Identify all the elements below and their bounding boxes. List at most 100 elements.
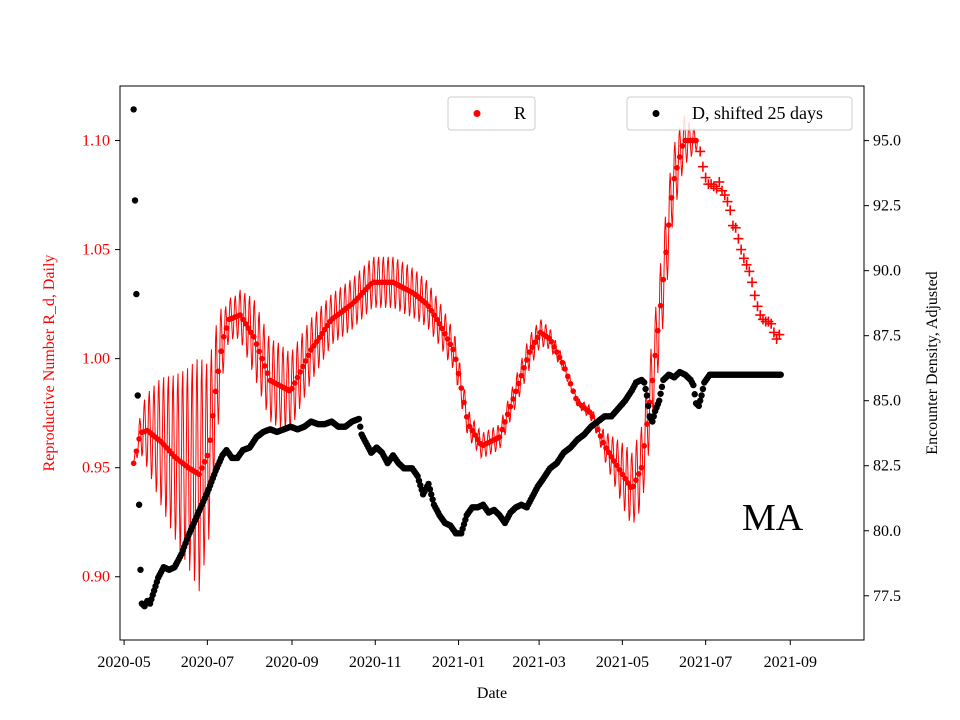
r-point: [136, 436, 142, 442]
d-point: [658, 383, 666, 391]
r-plus-marker: [741, 259, 752, 270]
x-tick-label: 2021-01: [432, 654, 485, 671]
r-plus-marker: [752, 301, 763, 312]
r-point: [619, 471, 626, 478]
r-point: [250, 334, 257, 340]
r-point: [614, 462, 620, 469]
d-point: [131, 197, 139, 204]
y-left-tick-label: 0.95: [82, 460, 110, 477]
r-point: [469, 427, 476, 434]
x-tick-label: 2020-07: [181, 654, 234, 671]
r-plus-marker: [733, 233, 744, 244]
d-point: [355, 415, 363, 423]
x-tick-label: 2021-05: [596, 654, 649, 671]
r-point: [510, 396, 516, 402]
r-point: [294, 374, 301, 381]
r-plus-marker: [711, 183, 722, 194]
r-point: [513, 388, 519, 395]
r-point: [321, 326, 328, 333]
r-point: [515, 380, 522, 387]
r-point: [649, 377, 656, 384]
r-point: [630, 483, 637, 490]
r-point: [264, 370, 271, 376]
r-point: [635, 471, 642, 477]
d-point: [135, 501, 143, 508]
r-point: [223, 325, 230, 331]
r-point: [657, 302, 664, 309]
d-point: [696, 397, 704, 404]
r-plus-marker: [766, 318, 777, 329]
d-point: [649, 418, 656, 425]
d-point: [650, 413, 657, 420]
d-point: [645, 402, 652, 410]
r-plus-marker: [774, 329, 785, 340]
r-point: [436, 320, 443, 327]
r-point: [458, 385, 465, 391]
r-point: [605, 449, 612, 456]
r-point: [641, 443, 648, 449]
d-point: [133, 290, 140, 298]
r-plus-marker: [738, 253, 749, 264]
x-tick-label: 2020-05: [97, 654, 150, 671]
r-point: [242, 320, 249, 327]
r-point: [240, 316, 246, 323]
x-tick-label: 2021-07: [679, 654, 732, 671]
y-right-tick-label: 95.0: [873, 133, 901, 150]
r-point: [466, 423, 473, 430]
y-right-tick-label: 87.5: [873, 328, 901, 345]
x-tick-label: 2021-09: [764, 654, 817, 671]
y-right-tick-label: 92.5: [873, 198, 901, 215]
r-plus-marker: [697, 161, 708, 172]
r-plus-marker: [725, 205, 736, 216]
r-point: [554, 349, 560, 355]
r-point: [526, 349, 533, 355]
r-point: [261, 363, 268, 369]
y-axis-left-label: Reproductive Number R_d, Daily: [41, 255, 58, 472]
x-tick-label: 2020-09: [265, 654, 318, 671]
r-plus-marker: [747, 277, 758, 288]
r-point: [433, 316, 440, 323]
r-plus-marker: [730, 222, 741, 233]
plot-frame: [119, 85, 865, 641]
y-axis-right-label: Encounter Density, Adjusted: [924, 271, 941, 454]
d-point: [642, 385, 649, 393]
r-point: [450, 346, 456, 353]
r-point: [311, 343, 317, 349]
r-point: [603, 445, 609, 451]
legend-d-box: [626, 96, 853, 131]
y-axis-right: 77.5 80.0 82.5 85.0 87.5 90.0 92.5 95.0: [864, 133, 901, 605]
r-point: [442, 330, 448, 337]
r-point: [586, 409, 593, 415]
r-point: [551, 344, 557, 350]
r-point: [521, 365, 527, 371]
r-point: [595, 426, 601, 433]
y-left-tick-label: 0.90: [82, 569, 110, 586]
r-point: [502, 419, 508, 425]
r-point: [548, 338, 555, 345]
y-right-tick-label: 82.5: [873, 458, 901, 475]
d-point: [699, 385, 707, 393]
d-point: [429, 496, 436, 503]
r-plus-marker: [736, 244, 747, 255]
r-point: [674, 164, 680, 171]
legend-d: D, shifted 25 days: [626, 96, 853, 131]
r-point: [300, 363, 306, 370]
r-point: [248, 329, 254, 336]
r-point: [562, 366, 568, 372]
d-point: [130, 106, 137, 113]
r-point: [600, 439, 607, 446]
r-point: [660, 276, 667, 283]
r-point: [693, 137, 699, 144]
r-point: [425, 303, 432, 310]
r-point: [625, 480, 631, 486]
r-point: [256, 348, 263, 355]
d-point: [428, 491, 435, 498]
r-plus-marker: [749, 290, 760, 301]
r-point: [428, 307, 435, 314]
r-point: [573, 395, 579, 402]
r-point: [245, 325, 252, 331]
r-point: [130, 460, 137, 467]
r-point: [319, 330, 325, 337]
d-point: [137, 566, 144, 573]
